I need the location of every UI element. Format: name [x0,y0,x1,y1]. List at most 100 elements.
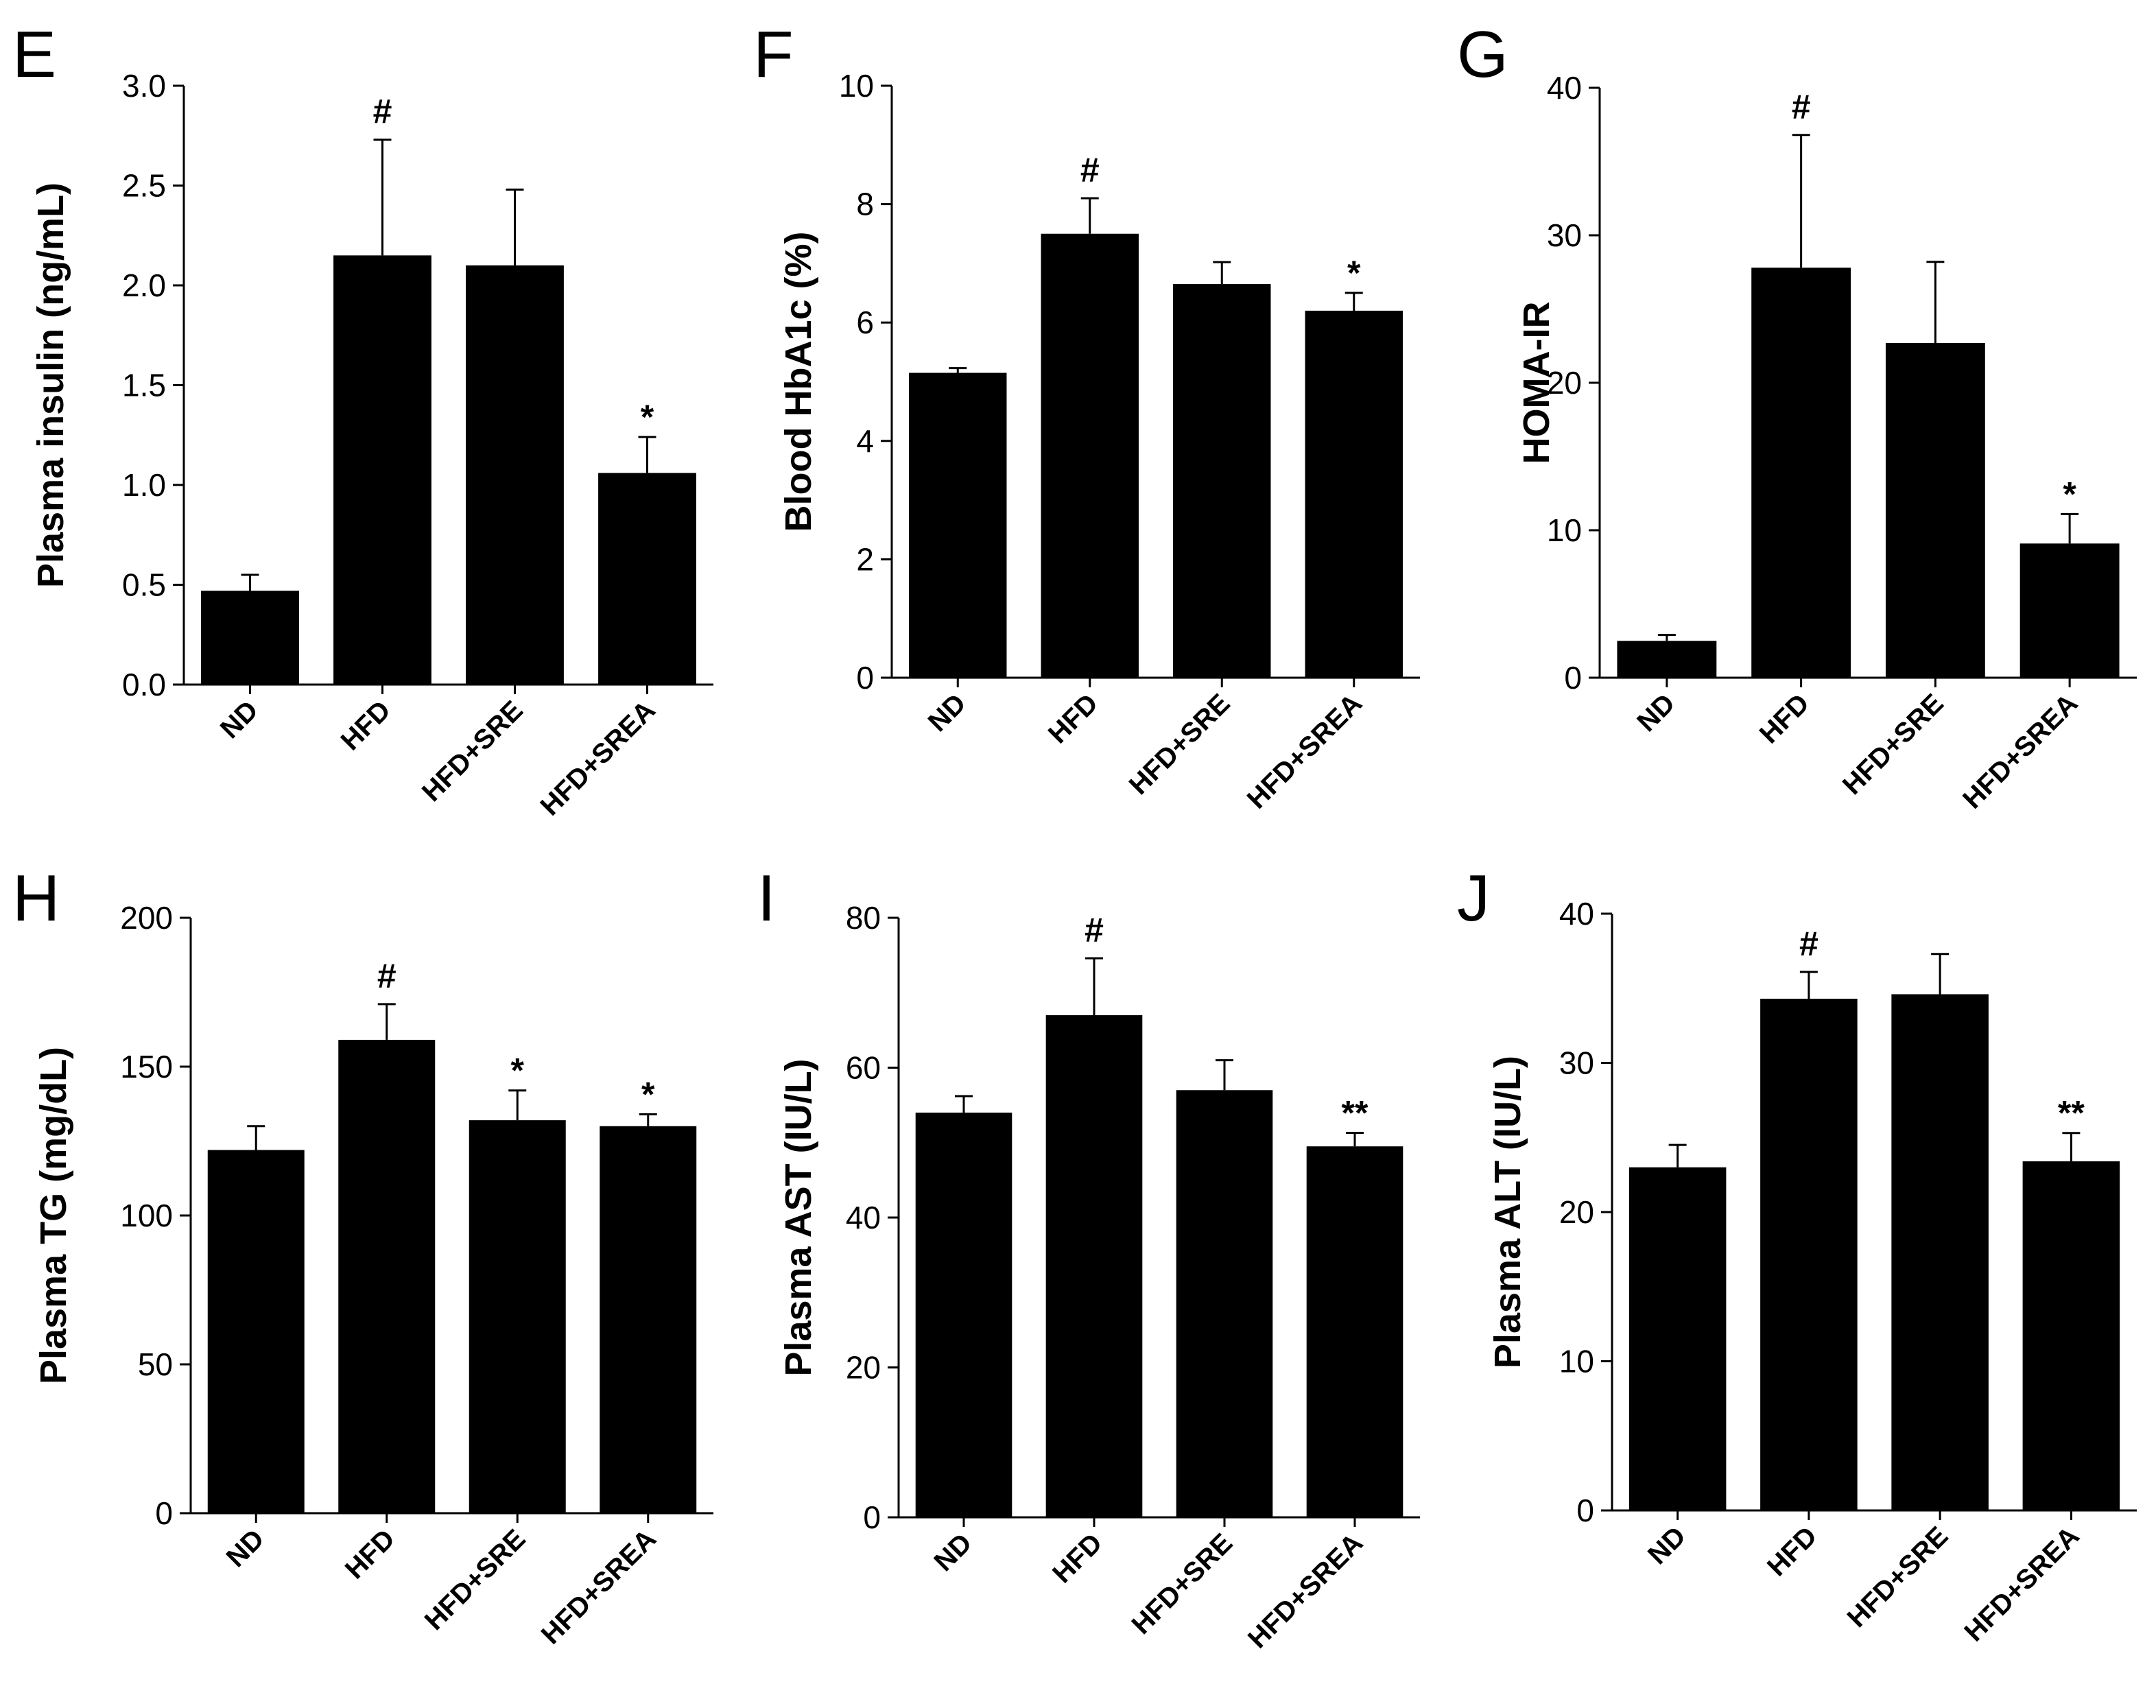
y-axis-label: Plasma TG (mg/dL) [33,1047,74,1384]
x-tick-label: HFD+SREA [1242,688,1368,814]
bar [1306,1146,1403,1517]
y-tick-label: 10 [1547,512,1582,548]
bar [2022,1161,2120,1510]
panel-letter: H [12,862,60,935]
y-tick-label: 100 [120,1198,173,1233]
bar [1305,310,1403,678]
bar [338,1039,436,1513]
y-tick-label: 0 [856,660,874,696]
y-tick-label: 2 [856,541,874,577]
y-tick-label: 1.0 [122,467,166,503]
y-tick-label: 50 [138,1347,173,1382]
x-tick-label: ND [1631,688,1681,737]
y-axis-label: Plasma AST (IU/L) [778,1058,819,1376]
significance-marker: * [1347,254,1361,292]
y-tick-label: 3.0 [122,68,166,104]
x-tick-label: HFD+SRE [1126,1528,1238,1640]
y-tick-label: 10 [839,68,874,104]
x-tick-label: HFD [340,1523,401,1585]
bar [1173,284,1271,678]
bar [1628,1167,1727,1510]
bar [333,255,431,685]
y-tick-label: 2.0 [122,268,166,303]
y-tick-label: 10 [1559,1344,1594,1379]
y-axis-label: HOMA-IR [1516,302,1557,464]
significance-marker: # [377,957,396,995]
y-tick-label: 60 [846,1050,881,1086]
significance-marker: ** [1342,1094,1369,1132]
x-tick-label: ND [1642,1521,1692,1570]
panel-letter: F [753,18,794,91]
significance-marker: # [1085,911,1104,949]
y-axis-label: Plasma insulin (ng/mL) [30,182,71,588]
bar [1041,233,1139,678]
significance-marker: # [1080,151,1100,189]
x-tick-label: HFD+SREA [1242,1528,1369,1654]
significance-marker: * [2063,475,2076,513]
x-tick-label: HFD+SREA [536,1523,662,1650]
x-tick-label: ND [215,695,264,744]
panel-letter: G [1457,18,1508,91]
bar [1885,342,1985,678]
significance-marker: # [1799,925,1819,963]
panel-letter: I [757,862,776,935]
bar [1045,1015,1143,1517]
significance-marker: * [511,1052,525,1090]
y-tick-label: 1.5 [122,368,166,403]
x-tick-label: ND [221,1523,270,1573]
x-tick-label: HFD [1043,688,1104,749]
x-tick-label: HFD [1754,688,1815,749]
chart-panel-e: E 0.0 0.5 1.0 1.5 2.0 2.5 3.0 Plasma insulin (ng… [12,18,713,822]
y-tick-label: 150 [120,1049,173,1084]
y-tick-label: 80 [846,900,881,936]
bar [1176,1090,1273,1517]
y-tick-label: 20 [846,1350,881,1386]
y-tick-label: 0.5 [122,567,166,603]
y-tick-label: 8 [856,187,874,222]
y-tick-label: 20 [1559,1194,1594,1230]
chart-panel-i: I 0 20 40 60 80 Plasma AST (IU/L) ND # HFD HFD+SRE… [757,862,1420,1654]
y-tick-label: 4 [856,423,874,459]
y-tick-label: 0 [1564,660,1582,696]
x-tick-label: ND [928,1528,978,1577]
bar [1891,994,1989,1510]
bar [909,372,1007,678]
y-tick-label: 30 [1547,217,1582,253]
bar [466,265,564,685]
y-tick-label: 0 [155,1495,173,1531]
bar [1617,641,1717,678]
panel-letter: J [1457,862,1490,935]
significance-marker: # [1792,88,1811,126]
x-tick-label: HFD+SRE [419,1523,532,1636]
x-tick-label: HFD+SREA [1957,688,2083,814]
y-axis-label: Plasma ALT (IU/L) [1487,1056,1528,1368]
chart-panel-f: F 0 2 4 6 8 10 Blood HbA1c (%) ND # HFD HFD+SRE * HFD… [753,18,1420,815]
bar [915,1113,1012,1517]
significance-marker: ** [2058,1094,2085,1132]
significance-marker: * [641,398,654,436]
bar [1751,268,1851,678]
significance-marker: * [641,1075,655,1113]
y-axis-label: Blood HbA1c (%) [778,232,819,532]
y-tick-label: 200 [120,900,173,936]
x-tick-label: HFD+SREA [535,695,661,821]
x-tick-label: HFD+SRE [416,695,529,807]
bar [1760,998,1858,1510]
y-tick-label: 0.0 [122,667,166,702]
y-tick-label: 40 [846,1200,881,1235]
x-tick-label: HFD+SRE [1842,1521,1954,1633]
x-tick-label: HFD [1762,1521,1823,1582]
x-tick-label: HFD+SREA [1958,1521,2085,1647]
y-tick-label: 6 [856,305,874,340]
x-tick-label: HFD [1047,1528,1108,1589]
bar [2019,543,2120,678]
bar [598,473,696,685]
x-tick-label: HFD+SRE [1124,688,1236,800]
y-tick-label: 30 [1559,1045,1594,1081]
chart-panel-g: G 0 10 20 30 40 HOMA-IR ND # HFD HFD+SRE * HFD+SREA [1457,18,2137,815]
y-tick-label: 2.5 [122,168,166,204]
bar [600,1126,697,1513]
panel-letter: E [12,18,56,91]
chart-panel-j: J 0 10 20 30 40 Plasma ALT (IU/L) ND # HFD HFD+SRE… [1457,862,2137,1648]
bar [469,1120,566,1513]
